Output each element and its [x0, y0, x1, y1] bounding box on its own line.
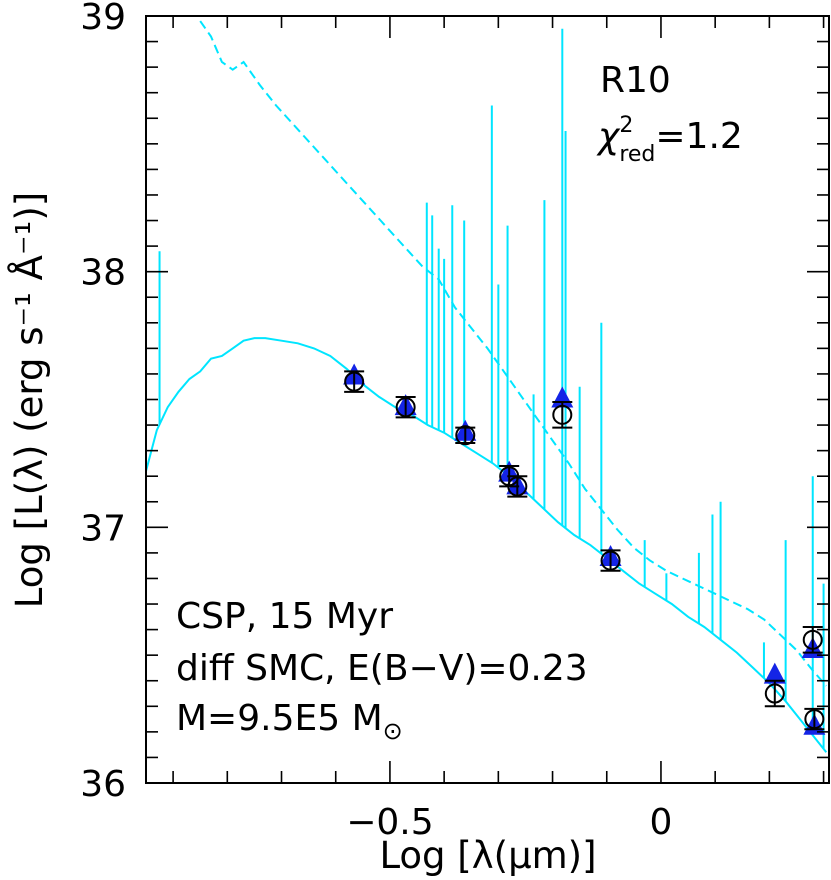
- observed-flux-circle: [395, 397, 416, 418]
- y-tick-label: 36: [80, 764, 126, 805]
- y-tick-label: 38: [80, 253, 126, 294]
- solar-symbol: ⊙: [383, 717, 403, 745]
- observed-flux-circle: [804, 709, 825, 730]
- chi-value: =1.2: [655, 116, 742, 157]
- observed-flux-circle: [507, 476, 528, 497]
- observed-flux-circle: [764, 683, 785, 704]
- observed-flux-circle: [455, 425, 476, 446]
- observed-flux-circle: [600, 550, 621, 571]
- observed-flux-circle: [552, 404, 573, 425]
- x-axis-label: Log [λ(μm)]: [379, 834, 596, 877]
- y-tick-label: 37: [80, 508, 126, 549]
- attenuated-spectrum-line: [145, 337, 828, 753]
- observed-flux-circle: [802, 629, 823, 650]
- x-tick-label: −0.5: [346, 802, 433, 843]
- photometry-layer: [343, 363, 826, 735]
- model-age-label: CSP, 15 Myr: [176, 596, 393, 637]
- observed-flux-circle: [344, 371, 365, 392]
- model-mass-value: M=9.5E5 M: [176, 698, 383, 739]
- axis-ticks: [146, 15, 829, 784]
- model-flux-triangle: [763, 662, 786, 684]
- chi-superscript: 2: [619, 113, 633, 138]
- chi-subscript: red: [619, 142, 655, 167]
- model-extinction-label: diff SMC, E(B−V)=0.23: [176, 648, 588, 689]
- spectra-layer: [145, 20, 828, 753]
- chi-symbol: χ: [596, 116, 621, 157]
- axis-tick-labels: 36 37 38 39 −0.5 0: [80, 0, 672, 843]
- y-tick-label: 39: [80, 0, 126, 38]
- model-mass-label: M=9.5E5 M⊙: [176, 698, 403, 745]
- x-tick-label: 0: [650, 802, 673, 843]
- object-name: R10: [600, 60, 671, 101]
- intrinsic-spectrum-line: [199, 20, 828, 687]
- chi-square-label: χ2 red=1.2: [596, 113, 743, 167]
- y-axis-label: Log [L(λ) (erg s⁻¹ Å⁻¹)]: [7, 192, 51, 608]
